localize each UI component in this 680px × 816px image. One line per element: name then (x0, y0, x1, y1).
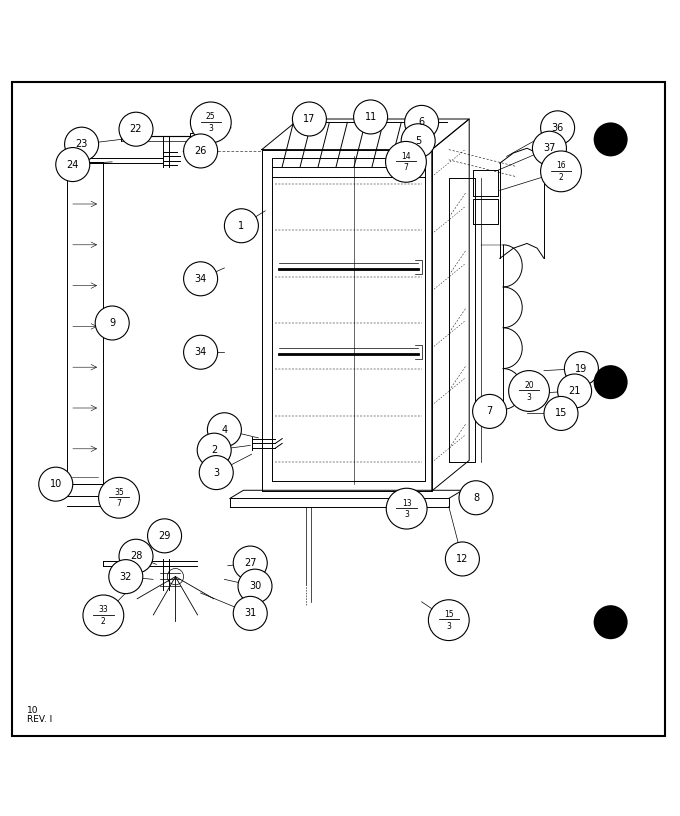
Circle shape (184, 335, 218, 369)
Text: 30: 30 (249, 581, 261, 591)
Text: 3: 3 (446, 622, 452, 631)
Text: 3: 3 (404, 510, 409, 519)
Text: 12: 12 (456, 554, 469, 564)
Text: 7: 7 (486, 406, 493, 416)
Text: 36: 36 (551, 123, 564, 133)
Text: 4: 4 (221, 425, 228, 435)
Text: 35: 35 (114, 488, 124, 497)
Text: 34: 34 (194, 274, 207, 284)
Text: 29: 29 (158, 531, 171, 541)
Circle shape (39, 467, 73, 501)
Circle shape (354, 100, 388, 134)
Text: 10: 10 (27, 707, 39, 716)
Text: 3: 3 (208, 124, 214, 133)
Circle shape (386, 141, 426, 182)
Circle shape (428, 600, 469, 641)
Circle shape (233, 546, 267, 580)
Text: 24: 24 (67, 160, 79, 170)
Circle shape (83, 595, 124, 636)
Text: 15: 15 (555, 409, 567, 419)
Circle shape (509, 370, 549, 411)
Circle shape (544, 397, 578, 430)
Text: 21: 21 (568, 386, 581, 396)
Text: 15: 15 (444, 610, 454, 619)
Circle shape (148, 519, 182, 553)
Text: 33: 33 (99, 605, 108, 614)
Circle shape (594, 365, 628, 399)
Text: 7: 7 (116, 499, 122, 508)
Text: 25: 25 (206, 113, 216, 122)
Circle shape (386, 488, 427, 529)
Text: 22: 22 (130, 124, 142, 134)
Text: 17: 17 (303, 114, 316, 124)
Circle shape (95, 306, 129, 340)
Circle shape (292, 102, 326, 136)
Text: 7: 7 (403, 163, 409, 172)
Text: 6: 6 (418, 118, 425, 127)
Circle shape (190, 102, 231, 143)
Text: 5: 5 (415, 135, 422, 146)
Text: 8: 8 (473, 493, 479, 503)
Text: 2: 2 (559, 173, 563, 182)
Circle shape (594, 122, 628, 157)
Text: 10: 10 (50, 479, 62, 489)
Circle shape (541, 111, 575, 144)
Circle shape (56, 148, 90, 181)
Text: 3: 3 (213, 468, 220, 477)
Circle shape (541, 151, 581, 192)
Text: 16: 16 (556, 162, 566, 171)
Text: 2: 2 (101, 617, 105, 626)
Text: 11: 11 (364, 112, 377, 122)
Circle shape (238, 570, 272, 603)
Text: 9: 9 (109, 318, 116, 328)
Circle shape (119, 539, 153, 573)
Text: 32: 32 (120, 572, 132, 582)
Circle shape (401, 124, 435, 157)
Circle shape (119, 112, 153, 146)
Text: 2: 2 (211, 446, 218, 455)
Circle shape (594, 605, 628, 639)
Circle shape (445, 542, 479, 576)
Circle shape (65, 127, 99, 161)
Text: 14: 14 (401, 152, 411, 161)
Circle shape (199, 455, 233, 490)
Circle shape (405, 105, 439, 140)
Circle shape (184, 262, 218, 295)
Text: 28: 28 (130, 552, 142, 561)
Text: 34: 34 (194, 348, 207, 357)
Circle shape (558, 374, 592, 408)
Text: 23: 23 (75, 140, 88, 149)
Circle shape (532, 131, 566, 165)
Text: 3: 3 (526, 392, 532, 401)
Text: 13: 13 (402, 499, 411, 508)
Text: 27: 27 (244, 558, 256, 568)
Circle shape (109, 560, 143, 594)
Text: 20: 20 (524, 381, 534, 390)
Circle shape (459, 481, 493, 515)
Circle shape (184, 134, 218, 168)
Circle shape (233, 596, 267, 630)
Circle shape (224, 209, 258, 242)
Text: 1: 1 (238, 221, 245, 231)
Circle shape (207, 413, 241, 447)
Circle shape (197, 433, 231, 467)
Text: 26: 26 (194, 146, 207, 156)
Circle shape (473, 394, 507, 428)
Text: 31: 31 (244, 609, 256, 619)
Text: REV. I: REV. I (27, 715, 52, 725)
Text: 37: 37 (543, 144, 556, 153)
Circle shape (564, 352, 598, 385)
Text: 19: 19 (575, 364, 588, 374)
Circle shape (99, 477, 139, 518)
